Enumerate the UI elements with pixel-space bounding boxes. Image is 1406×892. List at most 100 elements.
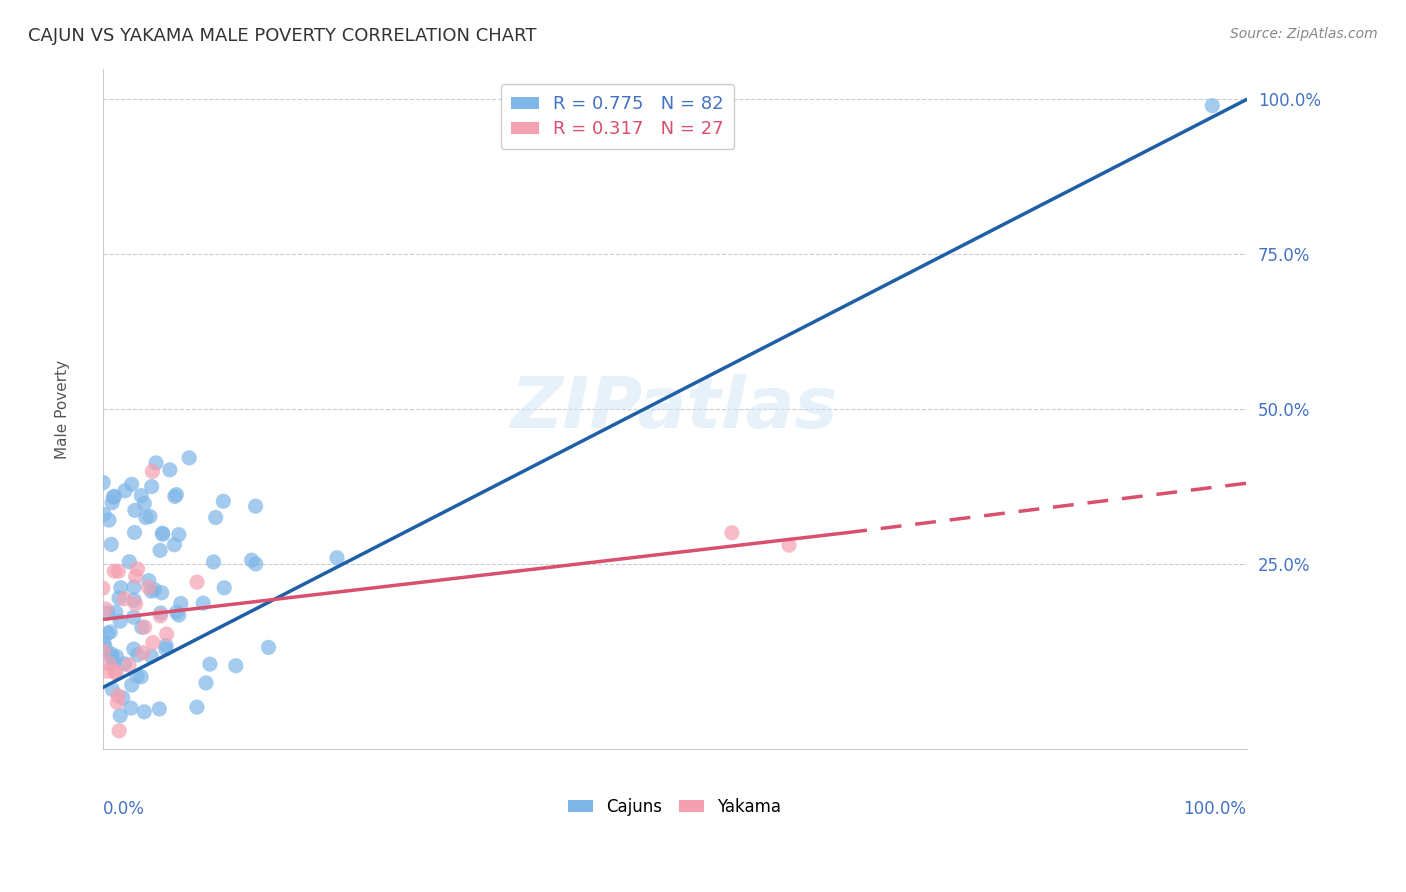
Yakama	[94, 602, 117, 616]
Cajuns	[120, 701, 142, 715]
Cajuns	[98, 624, 121, 639]
Cajuns	[152, 527, 174, 541]
Cajuns	[100, 649, 122, 664]
Cajuns	[101, 647, 124, 661]
Cajuns	[108, 591, 131, 605]
Yakama	[124, 597, 146, 611]
Cajuns	[93, 636, 115, 650]
Cajuns	[127, 648, 149, 662]
Cajuns	[134, 497, 156, 511]
Yakama	[186, 575, 208, 590]
Cajuns	[125, 669, 148, 683]
Cajuns	[212, 581, 235, 595]
Text: Male Poverty: Male Poverty	[55, 359, 70, 458]
Text: ZIPatlas: ZIPatlas	[510, 375, 838, 443]
Cajuns	[131, 620, 153, 634]
Cajuns	[122, 642, 145, 657]
Cajuns	[91, 475, 114, 490]
Cajuns	[135, 510, 157, 524]
Yakama	[104, 665, 127, 679]
Cajuns	[170, 597, 193, 611]
Cajuns	[245, 557, 267, 571]
Yakama	[112, 591, 135, 606]
Cajuns	[204, 510, 226, 524]
Text: 0.0%: 0.0%	[103, 800, 145, 819]
Cajuns	[122, 610, 145, 624]
Cajuns	[1201, 98, 1223, 112]
Yakama	[142, 635, 165, 649]
Cajuns	[110, 581, 132, 595]
Cajuns	[240, 553, 263, 567]
Cajuns	[122, 580, 145, 594]
Yakama	[107, 689, 129, 703]
Cajuns	[165, 488, 187, 502]
Cajuns	[155, 641, 177, 656]
Cajuns	[143, 582, 166, 597]
Yakama	[138, 581, 160, 595]
Cajuns	[103, 490, 125, 504]
Yakama	[721, 525, 744, 540]
Cajuns	[98, 513, 121, 527]
Cajuns	[139, 509, 162, 524]
Cajuns	[167, 608, 190, 623]
Yakama	[97, 657, 120, 671]
Cajuns	[166, 605, 188, 619]
Yakama	[127, 562, 149, 576]
Cajuns	[108, 614, 131, 628]
Cajuns	[104, 605, 127, 619]
Cajuns	[114, 657, 136, 671]
Cajuns	[202, 555, 225, 569]
Text: Source: ZipAtlas.com: Source: ZipAtlas.com	[1230, 27, 1378, 41]
Cajuns	[163, 538, 186, 552]
Text: CAJUN VS YAKAMA MALE POVERTY CORRELATION CHART: CAJUN VS YAKAMA MALE POVERTY CORRELATION…	[28, 27, 537, 45]
Legend: Cajuns, Yakama: Cajuns, Yakama	[561, 791, 787, 822]
Text: 100.0%: 100.0%	[1184, 800, 1247, 819]
Cajuns	[93, 508, 115, 522]
Cajuns	[114, 483, 136, 498]
Yakama	[141, 464, 163, 478]
Yakama	[93, 644, 115, 658]
Cajuns	[152, 526, 174, 541]
Cajuns	[186, 700, 208, 714]
Cajuns	[163, 490, 186, 504]
Cajuns	[245, 499, 267, 513]
Yakama	[118, 658, 141, 673]
Cajuns	[129, 670, 152, 684]
Cajuns	[121, 678, 143, 692]
Cajuns	[198, 657, 221, 672]
Cajuns	[149, 543, 172, 558]
Yakama	[103, 564, 125, 578]
Cajuns	[94, 640, 117, 655]
Cajuns	[225, 658, 247, 673]
Cajuns	[148, 702, 170, 716]
Cajuns	[326, 550, 349, 565]
Cajuns	[138, 574, 160, 588]
Cajuns	[145, 456, 167, 470]
Cajuns	[124, 525, 146, 540]
Cajuns	[159, 463, 181, 477]
Cajuns	[105, 649, 128, 664]
Cajuns	[155, 639, 177, 653]
Cajuns	[121, 477, 143, 491]
Cajuns	[129, 489, 152, 503]
Yakama	[105, 695, 128, 709]
Yakama	[778, 538, 800, 552]
Cajuns	[257, 640, 280, 655]
Yakama	[91, 581, 114, 595]
Cajuns	[96, 626, 118, 640]
Yakama	[104, 666, 127, 681]
Yakama	[149, 608, 172, 623]
Cajuns	[122, 593, 145, 607]
Cajuns	[118, 555, 141, 569]
Cajuns	[191, 596, 214, 610]
Cajuns	[194, 676, 217, 690]
Yakama	[155, 627, 177, 641]
Cajuns	[101, 495, 124, 509]
Cajuns	[167, 527, 190, 541]
Cajuns	[124, 503, 146, 517]
Cajuns	[150, 586, 173, 600]
Cajuns	[141, 649, 163, 664]
Yakama	[132, 646, 155, 660]
Yakama	[107, 564, 129, 578]
Yakama	[96, 664, 118, 678]
